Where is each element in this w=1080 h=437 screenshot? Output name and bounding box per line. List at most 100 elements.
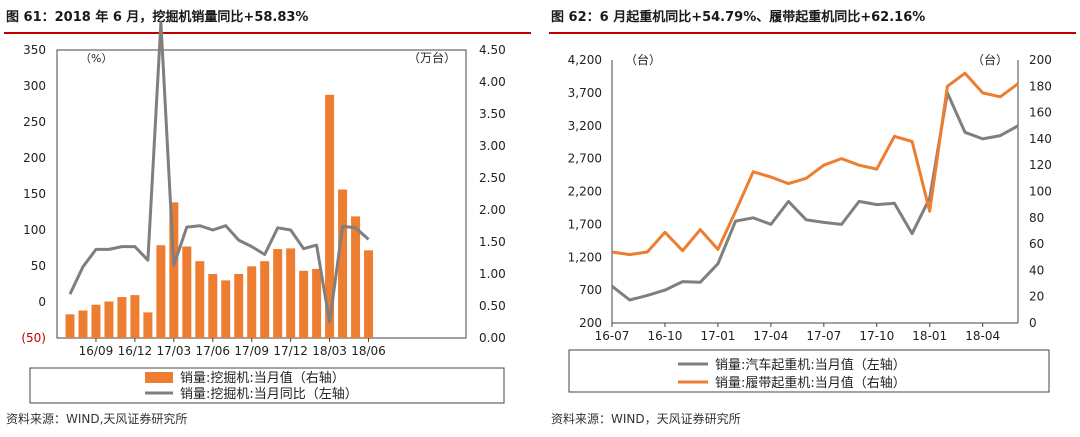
left-axis-tick-label: 4,200: [568, 53, 602, 67]
left-axis-tick-label: 150: [23, 187, 46, 201]
line-excavator-yoy: [68, 21, 370, 324]
bar-excavator-sales: [299, 270, 309, 338]
bar-excavator-sales: [325, 94, 335, 338]
x-axis-tick-label: 16-10: [648, 329, 683, 343]
right-axis-tick-label: 2.50: [479, 171, 506, 185]
x-axis-tick-label: 17/06: [195, 344, 230, 358]
line-crawler-crane-sales: [611, 71, 1019, 257]
right-axis-tick-label: 100: [1029, 185, 1052, 199]
left-axis-tick-label: 700: [579, 283, 602, 297]
bar-excavator-sales: [338, 189, 348, 338]
legend-swatch-bar: [145, 372, 173, 383]
bar-excavator-sales: [169, 202, 179, 338]
right-axis-tick-label: 160: [1029, 106, 1052, 120]
left-axis-unit: （台）: [625, 52, 661, 67]
x-axis-tick-label: 16/12: [118, 344, 153, 358]
left-axis-tick-label: 200: [579, 316, 602, 330]
bar-excavator-sales: [78, 310, 88, 338]
left-axis-tick-label: 2,200: [568, 185, 602, 199]
x-axis-tick-label: 16-07: [595, 329, 630, 343]
x-axis-tick-label: 17/09: [234, 344, 269, 358]
legend-label: 销量:挖掘机:当月同比（左轴）: [180, 387, 358, 402]
excavator-chart: 350 300 250 200 150 100 50 0 (50) 4.50 4.00 3.50 3.0…: [21, 21, 506, 404]
left-axis-tick-label: (50): [21, 331, 46, 345]
bar-excavator-sales: [156, 245, 166, 338]
right-axis-tick-label: 200: [1029, 53, 1052, 67]
bar-excavator-sales: [364, 250, 374, 338]
bar-excavator-sales: [130, 295, 140, 338]
left-axis-tick-label: 1,200: [568, 250, 602, 264]
right-axis-tick-label: 0: [1029, 316, 1037, 330]
x-axis-tick-label: 18/03: [312, 344, 347, 358]
chart-panel-crane: 图 62：6 月起重机同比+54.79%、履带起重机同比+62.16% 4,20…: [545, 0, 1080, 437]
left-axis-tick-label: 3,200: [568, 119, 602, 133]
left-axis-tick-label: 3,700: [568, 86, 602, 100]
bar-excavator-sales: [91, 304, 101, 338]
legend-label: 销量:履带起重机:当月值（右轴）: [715, 375, 906, 391]
legend-box: [568, 349, 1050, 393]
right-axis-tick-label: 4.50: [479, 43, 506, 57]
right-axis-tick-label: 3.50: [479, 107, 506, 121]
right-axis-tick-label: 4.00: [479, 75, 506, 89]
bar-excavator-sales: [117, 297, 127, 338]
left-axis-tick-label: 200: [23, 151, 46, 165]
x-axis-tick-label: 17-07: [806, 329, 841, 343]
bar-excavator-sales: [260, 261, 270, 338]
right-axis-tick-label: 60: [1029, 237, 1044, 251]
bar-excavator-sales: [312, 268, 322, 338]
bar-excavator-sales: [221, 280, 231, 338]
x-axis-tick-label: 17/03: [157, 344, 192, 358]
title-rule: [549, 32, 1076, 34]
right-axis-tick-label: 3.00: [479, 139, 506, 153]
x-axis-tick-label: 17-04: [753, 329, 788, 343]
left-axis-unit: （%）: [80, 52, 112, 65]
bar-excavator-sales: [195, 261, 205, 338]
bar-excavator-sales: [273, 249, 283, 338]
x-axis-tick-label: 17/12: [273, 344, 308, 358]
bar-excavator-sales: [104, 301, 114, 338]
source-note: 资料来源：WIND，天风证券研究所: [551, 412, 741, 426]
left-axis-tick-label: 2,700: [568, 152, 602, 166]
chart-title: 图 62：6 月起重机同比+54.79%、履带起重机同比+62.16%: [551, 10, 926, 25]
left-axis-tick-label: 250: [23, 115, 46, 129]
right-axis-tick-label: 140: [1029, 132, 1052, 146]
bar-excavator-sales: [208, 274, 218, 338]
right-axis-tick-label: 1.50: [479, 235, 506, 249]
x-axis-tick-label: 18-04: [965, 329, 1000, 343]
right-axis-unit: （台）: [972, 52, 1008, 67]
legend-box: [29, 367, 505, 404]
left-axis-tick-label: 300: [23, 79, 46, 93]
line-truck-crane-sales: [611, 91, 1019, 302]
x-axis-tick-label: 16/09: [79, 344, 114, 358]
left-axis-tick-label: 100: [23, 223, 46, 237]
right-axis-tick-label: 1.00: [479, 267, 506, 281]
right-axis-tick-label: 0.00: [479, 331, 506, 345]
left-axis-tick-label: 0: [38, 295, 46, 309]
bar-excavator-sales: [234, 274, 244, 338]
chart-panel-excavator: 图 61：2018 年 6 月，挖掘机销量同比+58.83% 350 300 250…: [0, 0, 535, 437]
right-axis-tick-label: 20: [1029, 290, 1044, 304]
right-axis-tick-label: 0.50: [479, 299, 506, 313]
right-axis-unit: （万台）: [408, 50, 456, 65]
source-note: 资料来源：WIND,天风证券研究所: [6, 412, 188, 426]
x-axis-tick-label: 17-01: [700, 329, 735, 343]
bar-excavator-sales: [65, 314, 75, 338]
bar-excavator-sales: [143, 312, 153, 338]
x-axis-tick-label: 18-01: [912, 329, 947, 343]
title-rule: [4, 32, 531, 34]
crane-chart: 4,200 3,700 3,200 2,700 2,200 1,700 1,200 700 20…: [568, 52, 1052, 393]
bar-excavator-sales: [286, 248, 296, 338]
legend-label: 销量:挖掘机:当月值（右轴）: [180, 370, 345, 386]
right-axis-tick-label: 80: [1029, 211, 1044, 225]
right-axis-tick-label: 180: [1029, 79, 1052, 93]
left-axis-tick-label: 350: [23, 43, 46, 57]
right-axis-tick-label: 2.00: [479, 203, 506, 217]
bar-excavator-sales: [247, 266, 257, 338]
x-axis-tick-label: 18/06: [351, 344, 386, 358]
left-axis-tick-label: 50: [31, 259, 46, 273]
left-axis-tick-label: 1,700: [568, 217, 602, 231]
bar-excavator-sales: [182, 246, 192, 338]
bar-excavator-sales: [351, 216, 361, 338]
right-axis-tick-label: 120: [1029, 158, 1052, 172]
legend-label: 销量:汽车起重机:当月值（左轴）: [715, 357, 906, 373]
